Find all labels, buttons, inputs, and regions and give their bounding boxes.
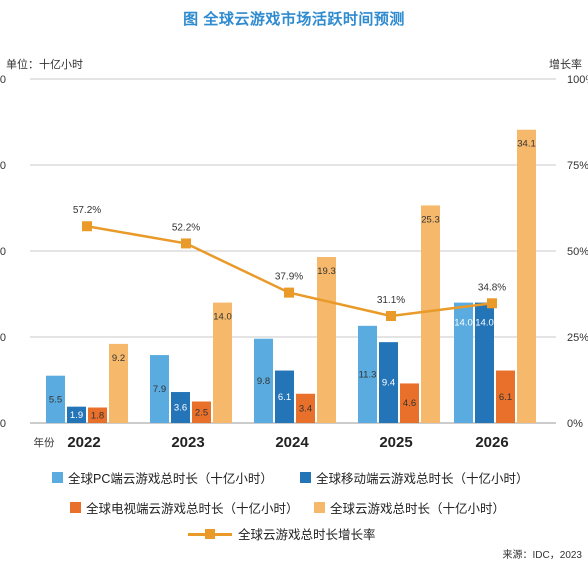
legend-label-mobile: 全球移动端云游戏总时长（十亿小时）: [316, 472, 529, 486]
x-axis-year-label: 年份: [34, 436, 55, 449]
bar-total: [517, 129, 536, 424]
y-tick-right: 50%: [567, 246, 588, 258]
bar-label-mobile: 3.6: [174, 403, 187, 414]
legend-item-tv: 全球电视端云游戏总时长（十亿小时）: [70, 498, 299, 517]
legend-label-rate: 全球云游戏总时长增长率: [238, 528, 376, 542]
bar-total: [109, 343, 128, 423]
bar-mobile: [67, 406, 86, 423]
x-tick-label: 2024: [275, 434, 309, 451]
legend-swatch-mobile: [300, 472, 311, 483]
bar-pc: [454, 302, 473, 423]
bar-label-total: 25.3: [421, 214, 440, 225]
legend-swatch-tv: [70, 502, 81, 513]
growth-rate-label: 52.2%: [172, 222, 200, 233]
y-tick-right: 75%: [567, 160, 588, 172]
y-tick-left: 30: [0, 160, 6, 172]
legend-swatch-total: [314, 502, 325, 513]
bar-label-total: 9.2: [112, 353, 125, 364]
bar-label-mobile: 6.1: [278, 392, 291, 403]
growth-rate-label: 31.1%: [377, 295, 405, 306]
legend-label-tv: 全球电视端云游戏总时长（十亿小时）: [86, 502, 299, 516]
bar-label-tv: 6.1: [499, 392, 512, 403]
growth-rate-marker: [284, 287, 294, 298]
bar-label-tv: 3.4: [299, 403, 312, 414]
y-tick-left: 10: [0, 332, 6, 344]
bar-total: [317, 257, 336, 423]
growth-rate-label: 34.8%: [478, 282, 506, 293]
y-tick-left: 20: [0, 246, 6, 258]
bar-label-total: 14.0: [213, 312, 232, 323]
growth-rate-marker: [487, 298, 497, 309]
bar-label-pc: 9.8: [257, 376, 270, 387]
x-tick-label: 2025: [379, 434, 412, 451]
bar-label-total: 34.1: [517, 139, 536, 150]
bar-pc: [150, 355, 169, 423]
bar-tv: [192, 401, 211, 423]
bar-mobile: [379, 342, 398, 423]
left-axis-unit: 单位：十亿小时: [6, 59, 83, 71]
legend-label-pc: 全球PC端云游戏总时长（十亿小时）: [68, 472, 273, 486]
bar-label-pc: 7.9: [153, 384, 166, 395]
bar-total: [213, 302, 232, 423]
x-tick-label: 2023: [171, 434, 204, 451]
chart-title: 图 全球云游戏市场活跃时间预测: [183, 11, 405, 28]
y-tick-left: 40: [0, 74, 6, 86]
bar-pc: [358, 325, 377, 423]
bar-pc: [46, 375, 65, 423]
bar-label-tv: 1.8: [91, 410, 104, 421]
legend-swatch-pc: [52, 472, 63, 483]
bar-label-mobile: 1.9: [70, 410, 83, 421]
legend-label-total: 全球云游戏总时长（十亿小时）: [330, 502, 506, 516]
growth-rate-marker: [181, 238, 191, 249]
bar-mobile: [475, 302, 494, 423]
legend-item-total: 全球云游戏总时长（十亿小时）: [314, 498, 505, 517]
y-tick-right: 0%: [567, 418, 583, 430]
bar-mobile: [275, 370, 294, 423]
legend-item-rate: 全球云游戏总时长增长率: [188, 524, 376, 543]
y-tick-right: 25%: [567, 332, 588, 344]
legend-item-pc: 全球PC端云游戏总时长（十亿小时）: [52, 468, 273, 487]
x-tick-label: 2022: [67, 434, 100, 451]
bar-tv: [88, 407, 107, 423]
legend-swatch-rate: [188, 528, 232, 540]
bar-label-pc: 14.0: [454, 318, 473, 329]
bar-pc: [254, 338, 273, 423]
bar-tv: [296, 393, 315, 423]
source-note: 来源：IDC，2023: [502, 550, 582, 561]
y-tick-left: 0: [0, 418, 6, 430]
legend-item-mobile: 全球移动端云游戏总时长（十亿小时）: [300, 468, 529, 487]
bar-tv: [496, 370, 515, 423]
chart-plot: 0 10 20 30 40 0% 25% 50% 75% 100% 5.5 7.9 9.8 11.3 14.…: [0, 74, 588, 451]
x-tick-label: 2026: [475, 434, 508, 451]
growth-rate-label: 37.9%: [275, 272, 303, 283]
bar-label-total: 19.3: [317, 266, 336, 277]
bar-total: [421, 205, 440, 423]
bar-label-mobile: 9.4: [382, 378, 395, 389]
growth-rate-marker: [386, 311, 396, 322]
growth-rate-marker: [82, 221, 92, 232]
y-tick-right: 100%: [567, 74, 588, 86]
bar-tv: [400, 383, 419, 423]
bar-label-mobile: 14.0: [475, 318, 494, 329]
right-axis-unit: 增长率: [549, 59, 582, 71]
bar-label-pc: 11.3: [359, 369, 377, 380]
growth-rate-label: 57.2%: [73, 205, 101, 216]
bar-label-tv: 4.6: [403, 398, 416, 409]
bar-label-tv: 2.5: [195, 407, 208, 418]
bar-mobile: [171, 392, 190, 423]
bar-label-pc: 5.5: [49, 394, 62, 405]
